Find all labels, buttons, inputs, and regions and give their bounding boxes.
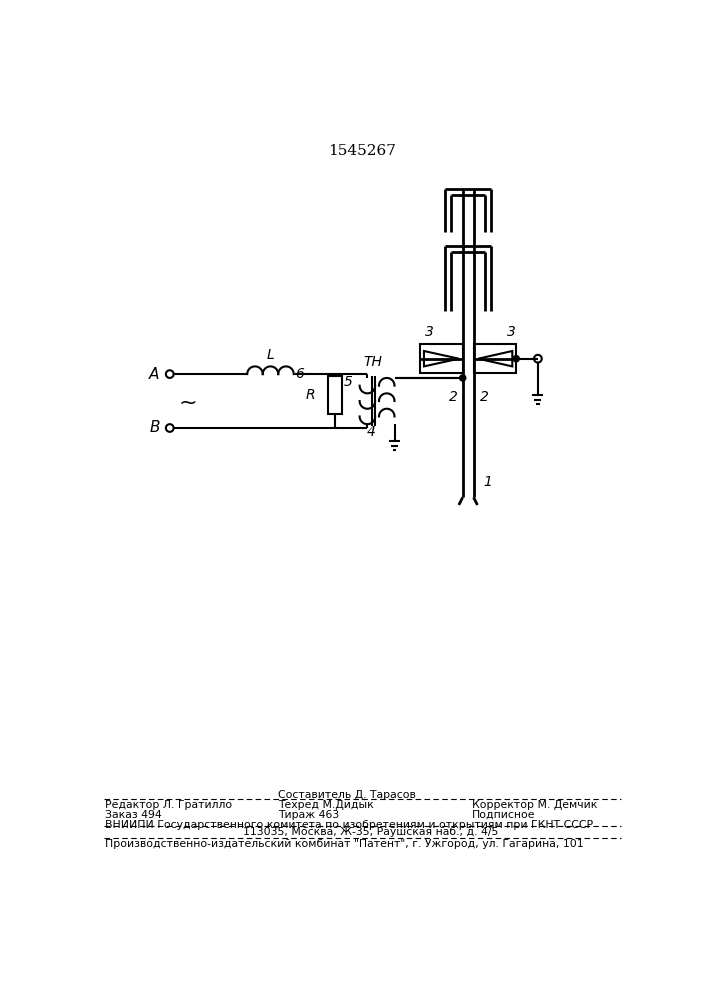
Text: 4: 4 (367, 425, 375, 439)
Circle shape (166, 424, 174, 432)
Text: Техред М.Дидык: Техред М.Дидык (279, 800, 374, 810)
Bar (420, 344, 462, 373)
Text: 6: 6 (296, 367, 304, 381)
Text: ВНИИПИ Государственного комитета по изобретениям и открытиям при ГКНТ СССР: ВНИИПИ Государственного комитета по изоб… (105, 820, 594, 830)
Text: 113035, Москва, Ж-35, Раушская наб., д. 4/5: 113035, Москва, Ж-35, Раушская наб., д. … (243, 827, 498, 837)
Bar (474, 344, 516, 373)
Text: ТН: ТН (363, 355, 382, 369)
Text: Корректор М. Демчик: Корректор М. Демчик (472, 800, 597, 810)
Text: A: A (149, 367, 160, 382)
Text: Тираж 463: Тираж 463 (279, 810, 339, 820)
Text: Составитель Д. Тарасов: Составитель Д. Тарасов (279, 790, 416, 800)
Text: Подписное: Подписное (472, 810, 535, 820)
Text: L: L (267, 348, 274, 362)
Text: 1: 1 (483, 475, 492, 489)
Text: Редактор Л. Гратилло: Редактор Л. Гратилло (105, 800, 233, 810)
Text: 2: 2 (480, 390, 489, 404)
Text: 3: 3 (507, 325, 515, 339)
Text: 3: 3 (425, 325, 433, 339)
Text: ~: ~ (178, 393, 197, 413)
Text: 5: 5 (344, 375, 353, 389)
Circle shape (166, 370, 174, 378)
Circle shape (460, 375, 466, 381)
Text: 2: 2 (449, 390, 457, 404)
Circle shape (534, 355, 542, 363)
Text: 1545267: 1545267 (328, 144, 396, 158)
Text: B: B (149, 420, 160, 436)
Text: Производственно-издательский комбинат "Патент", г. Ужгород, ул. Гагарина, 101: Производственно-издательский комбинат "П… (105, 839, 584, 849)
Circle shape (513, 356, 519, 362)
Text: R: R (306, 388, 315, 402)
Bar (328, 376, 341, 414)
Text: Заказ 494: Заказ 494 (105, 810, 162, 820)
